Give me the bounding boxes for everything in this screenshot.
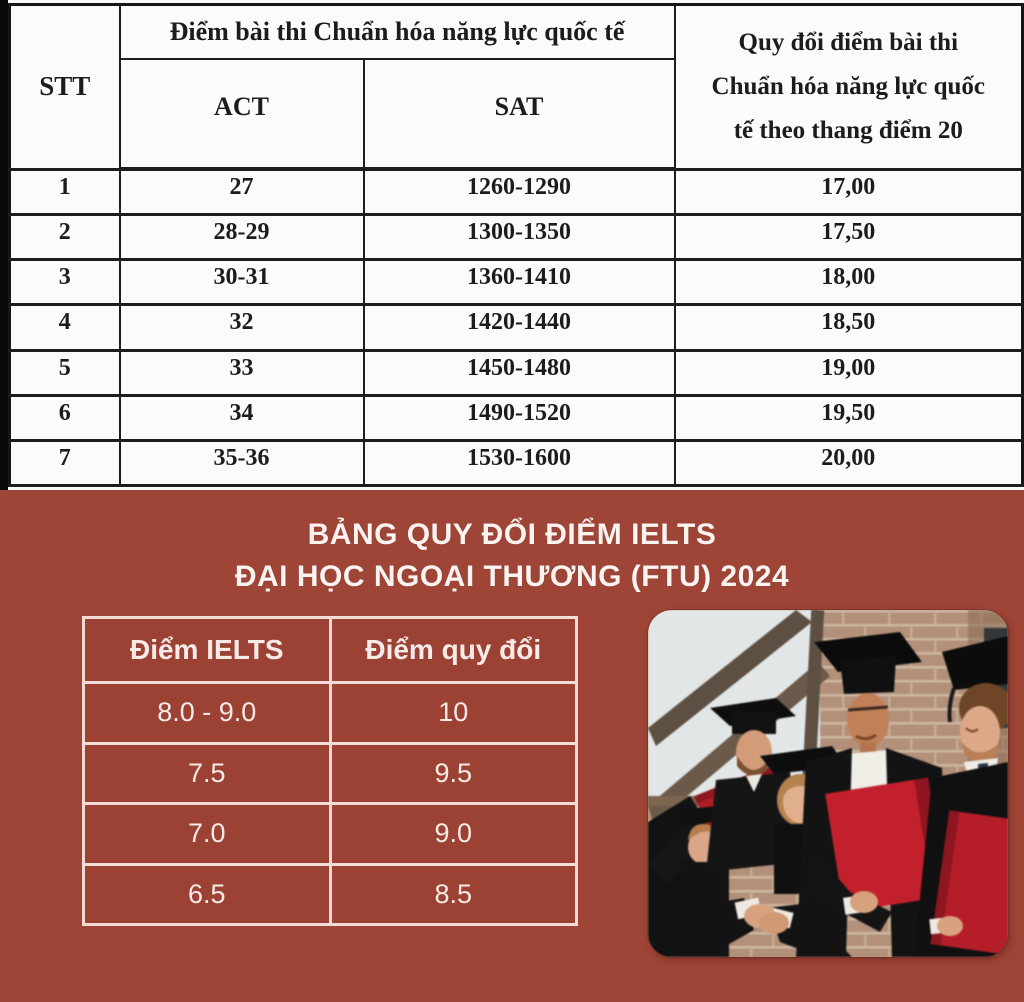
act-sat-conversion-table: STT Điểm bài thi Chuẩn hóa năng lực quốc… (8, 3, 1024, 488)
cell-stt: 2 (8, 213, 121, 262)
table-row: 6 34 1490-1520 19,50 (8, 393, 1024, 442)
cell-stt: 5 (8, 348, 121, 397)
cell-stt: 1 (8, 167, 121, 217)
banner-title-line1: BẢNG QUY ĐỔI ĐIỂM IELTS (307, 518, 717, 551)
cell-sat: 1420-1440 (362, 303, 676, 352)
cell-stt: 7 (8, 438, 121, 488)
cell-sat: 1450-1480 (362, 348, 676, 397)
cell-converted: 9.5 (328, 741, 578, 805)
scan-edge-strip (0, 0, 8, 490)
header-act: ACT (118, 58, 365, 171)
header-converted-line2: Chuẩn hóa năng lực quốc (711, 72, 985, 100)
table-row: 5 33 1450-1480 19,00 (8, 348, 1024, 397)
cell-converted: 17,50 (673, 213, 1024, 262)
cell-sat: 1300-1350 (362, 213, 676, 262)
graduation-photo (648, 610, 1008, 957)
cell-act: 33 (118, 348, 365, 397)
graduate-center (796, 632, 950, 957)
cell-ielts: 7.5 (82, 741, 332, 805)
cell-act: 35-36 (118, 438, 365, 488)
cell-act: 27 (118, 167, 365, 217)
header-converted-score: Quy đổi điểm bài thi Chuẩn hóa năng lực … (673, 3, 1024, 170)
table-row: 7 35-36 1530-1600 20,00 (8, 438, 1024, 488)
cell-act: 28-29 (118, 213, 365, 262)
graduate-right (914, 636, 1008, 957)
cell-converted: 9.0 (328, 802, 578, 866)
cell-converted: 17,00 (673, 167, 1024, 217)
cell-converted: 8.5 (328, 862, 578, 926)
table-row: 3 30-31 1360-1410 18,00 (8, 258, 1024, 307)
cell-sat: 1260-1290 (362, 167, 676, 217)
graduation-photo-illustration (648, 610, 1008, 957)
red-diploma-folder (825, 777, 947, 913)
cell-converted: 20,00 (673, 438, 1024, 488)
table-row: 2 28-29 1300-1350 17,50 (8, 213, 1024, 262)
header-converted-line1: Quy đổi điểm bài thi (738, 28, 959, 56)
table-row: 4 32 1420-1440 18,50 (8, 303, 1024, 352)
banner-title-line2: ĐẠI HỌC NGOẠI THƯƠNG (FTU) 2024 (234, 560, 790, 593)
cell-ielts: 7.0 (82, 802, 332, 866)
ielts-banner-section: BẢNG QUY ĐỔI ĐIỂM IELTS ĐẠI HỌC NGOẠI TH… (0, 490, 1024, 1002)
cell-act: 30-31 (118, 258, 365, 307)
table-row: 8.0 - 9.0 10 (82, 681, 578, 745)
table-row: 7.5 9.5 (82, 741, 578, 805)
header-stt: STT (8, 3, 121, 170)
cell-converted: 19,00 (673, 348, 1024, 397)
cell-sat: 1490-1520 (362, 393, 676, 442)
cell-sat: 1360-1410 (362, 258, 676, 307)
header-converted-line3: tế theo thang điểm 20 (733, 116, 963, 144)
score-conversion-section: STT Điểm bài thi Chuẩn hóa năng lực quốc… (0, 0, 1024, 490)
header-converted-score: Điểm quy đổi (328, 616, 578, 684)
cell-converted: 19,50 (673, 393, 1024, 442)
table-row: 1 27 1260-1290 17,00 (8, 167, 1024, 217)
cell-converted: 18,50 (673, 303, 1024, 352)
header-ielts-score: Điểm IELTS (82, 616, 332, 684)
cell-converted: 10 (328, 681, 578, 745)
cell-act: 34 (118, 393, 365, 442)
cell-act: 32 (118, 303, 365, 352)
cell-ielts: 6.5 (82, 862, 332, 926)
table-row: 6.5 8.5 (82, 862, 578, 926)
ielts-conversion-table: Điểm IELTS Điểm quy đổi 8.0 - 9.0 10 7.5… (82, 616, 578, 926)
cell-converted: 18,00 (673, 258, 1024, 307)
cell-stt: 3 (8, 258, 121, 307)
header-standardized-test-group: Điểm bài thi Chuẩn hóa năng lực quốc tế (118, 3, 676, 60)
cell-ielts: 8.0 - 9.0 (82, 681, 332, 745)
table-row: 7.0 9.0 (82, 802, 578, 866)
cell-stt: 6 (8, 393, 121, 442)
cell-sat: 1530-1600 (362, 438, 676, 488)
banner-title: BẢNG QUY ĐỔI ĐIỂM IELTS ĐẠI HỌC NGOẠI TH… (0, 514, 1024, 598)
header-sat: SAT (362, 58, 676, 171)
cell-stt: 4 (8, 303, 121, 352)
